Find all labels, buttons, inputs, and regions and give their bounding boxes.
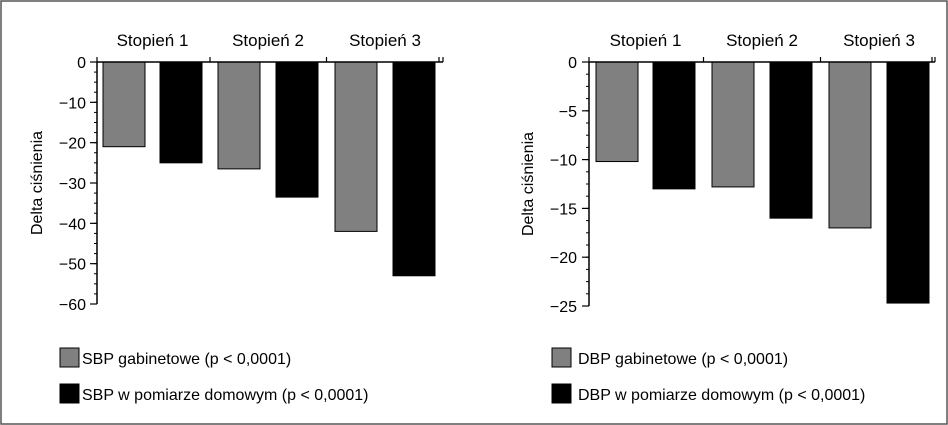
category-label: Stopień 3 [349, 31, 421, 50]
category-label: Stopień 2 [726, 31, 798, 50]
legend-swatch [59, 347, 80, 368]
bar [392, 61, 436, 277]
bar [769, 61, 813, 219]
y-tick-label: −20 [550, 250, 577, 267]
y-tick-label: 0 [77, 55, 86, 72]
bar [828, 61, 872, 229]
bar [595, 61, 639, 163]
bar [652, 61, 696, 190]
y-tick-label: −60 [59, 297, 86, 314]
y-tick-label: −10 [550, 153, 577, 170]
chart-panel-sbp: Stopień 1 Stopień 2 Stopień 3 0 −10 −20 −30 −40… [29, 31, 444, 404]
y-axis-label: Delta ciśnienia [520, 132, 537, 236]
category-label: Stopień 1 [610, 31, 682, 50]
y-tick-label: −15 [550, 201, 577, 218]
y-tick-label: −10 [59, 95, 86, 112]
y-tick-label: −50 [59, 257, 86, 274]
legend-label: DBP w pomiarze domowym (p < 0,0001) [578, 387, 865, 404]
bar [711, 61, 755, 188]
y-tick-label: −30 [59, 176, 86, 193]
category-label: Stopień 2 [232, 31, 304, 50]
bar [275, 61, 319, 198]
bar [217, 61, 261, 170]
legend-label: SBP gabinetowe (p < 0,0001) [82, 351, 291, 368]
legend-swatch [551, 347, 572, 368]
legend-swatch [59, 383, 80, 404]
legend-label: DBP gabinetowe (p < 0,0001) [578, 351, 788, 368]
y-tick-label: −5 [559, 104, 577, 121]
bar [159, 61, 203, 164]
bar [334, 61, 378, 232]
legend-label: SBP w pomiarze domowym (p < 0,0001) [82, 387, 369, 404]
y-tick-label: −20 [59, 136, 86, 153]
y-axis-label: Delta ciśnienia [29, 131, 46, 235]
y-tick-label: −40 [59, 216, 86, 233]
legend-swatch [551, 383, 572, 404]
y-tick-label: 0 [568, 55, 577, 72]
chart-panel-dbp: Stopień 1 Stopień 2 Stopień 3 0 −5 −10 −15 −20 −… [520, 31, 936, 404]
category-label: Stopień 3 [843, 31, 915, 50]
bar [886, 61, 930, 304]
y-tick-label: −25 [550, 299, 577, 316]
category-label: Stopień 1 [117, 31, 189, 50]
bar [102, 61, 146, 148]
